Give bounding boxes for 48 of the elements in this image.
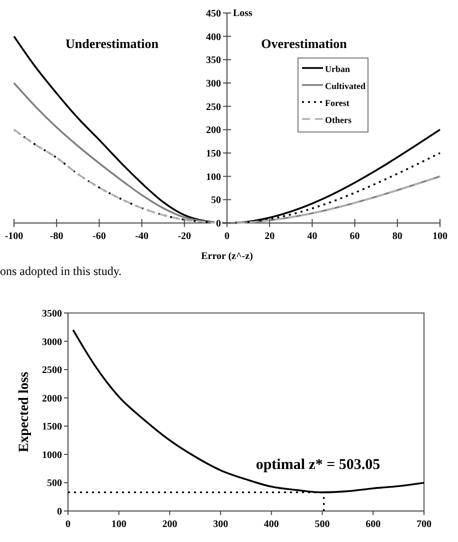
y-tick-label: 2000 bbox=[42, 393, 62, 404]
x-tick-label: 80 bbox=[392, 231, 402, 242]
y-tick-label: 0 bbox=[216, 218, 221, 230]
y-tick-label: 250 bbox=[206, 102, 221, 113]
annotation: Overestimation bbox=[261, 36, 348, 51]
x-tick-label: 60 bbox=[350, 231, 360, 242]
x-tick-label: 0 bbox=[224, 231, 230, 242]
x-tick-label: 20 bbox=[264, 231, 275, 242]
x-tick-label: 0 bbox=[66, 519, 70, 530]
y-tick-label: 50 bbox=[211, 195, 221, 206]
y-tick-label: 1500 bbox=[42, 422, 62, 433]
x-tick-label: -20 bbox=[178, 231, 192, 242]
y-tick-label: 200 bbox=[206, 125, 221, 136]
x-tick-label: 100 bbox=[111, 519, 126, 530]
y-tick-label: 3000 bbox=[42, 336, 62, 348]
y-tick-label: 150 bbox=[206, 148, 221, 160]
x-tick-label: -60 bbox=[92, 231, 106, 242]
y-tick-label: 3500 bbox=[42, 308, 62, 320]
y-tick-label: 300 bbox=[206, 78, 221, 90]
text: ons adopted in this study. bbox=[0, 264, 122, 278]
y-tick-label: 400 bbox=[206, 32, 221, 43]
annotation: optimal z* = 503.05 bbox=[256, 457, 380, 473]
x-tick-label: 600 bbox=[366, 519, 381, 530]
x-tick-label: -80 bbox=[50, 231, 64, 242]
legend-label: Forest bbox=[325, 98, 350, 108]
y-tick-label: 350 bbox=[206, 55, 221, 66]
y-axis-title: Expected loss bbox=[17, 371, 32, 452]
legend-label: Cultivated bbox=[325, 81, 366, 91]
x-tick-label: -100 bbox=[4, 231, 24, 242]
y-tick-label: 100 bbox=[206, 172, 221, 183]
x-tick-label: 200 bbox=[162, 519, 178, 530]
x-tick-label: 700 bbox=[416, 519, 432, 530]
x-axis-title: Error (z^-z) bbox=[201, 251, 253, 262]
y-tick-label: 0 bbox=[57, 506, 62, 518]
legend-label: Others bbox=[325, 115, 352, 125]
x-tick-label: 400 bbox=[264, 519, 279, 530]
x-tick-label: 40 bbox=[307, 231, 318, 242]
y-tick-label: 2500 bbox=[42, 365, 62, 376]
line-series bbox=[72, 329, 425, 494]
legend-label: Urban bbox=[325, 64, 350, 74]
y-axis-title: Loss bbox=[233, 8, 253, 19]
x-tick-label: 500 bbox=[314, 519, 330, 530]
x-tick-label: -40 bbox=[135, 231, 148, 242]
y-tick-label: 450 bbox=[206, 8, 221, 20]
y-tick-label: 1000 bbox=[42, 450, 62, 461]
y-tick-label: 500 bbox=[47, 478, 62, 490]
x-tick-label: 100 bbox=[432, 231, 448, 242]
annotation: Underestimation bbox=[66, 36, 160, 51]
